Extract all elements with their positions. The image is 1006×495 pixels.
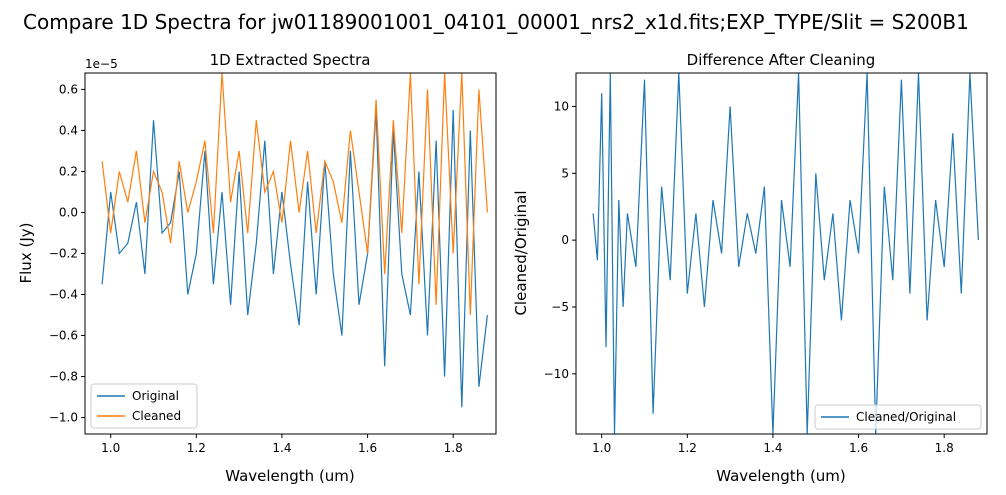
ytick-label-left: 0.0 [59, 205, 78, 219]
legend-label-original: Original [132, 389, 179, 403]
plot-right: 1.0 1.2 1.4 1.6 1.8 −10 −5 0 5 10 Difference Aft… [512, 51, 988, 485]
xtick-label-left: 1.2 [187, 441, 206, 455]
series-line-left-cleaned [101, 72, 488, 316]
chart-title-left: 1D Extracted Spectra [210, 51, 371, 69]
xtick-label-right: 1.2 [678, 441, 697, 455]
ytick-label-left: −0.2 [49, 247, 78, 261]
ytick-label-left: 0.2 [59, 164, 78, 178]
xlabel-left: Wavelength (um) [225, 467, 355, 485]
ytick-label-left: −0.8 [49, 370, 78, 384]
xtick-label-left: 1.8 [444, 441, 463, 455]
ytick-label-left: 0.4 [59, 123, 78, 137]
legend-label-ratio: Cleaned/Original [856, 410, 956, 424]
xtick-label-right: 1.4 [763, 441, 782, 455]
xtick-label-right: 1.0 [592, 441, 611, 455]
plot-left: 1.0 1.2 1.4 1.6 1.8 −1.0 −0.8 −0.6 −0.4 −0.2 0.0 0… [17, 51, 497, 485]
series-line-left-original [101, 109, 488, 408]
ytick-label-right: 10 [554, 99, 569, 113]
xtick-label-left: 1.6 [358, 441, 377, 455]
ytick-label-left: −1.0 [49, 411, 78, 425]
xlabel-right: Wavelength (um) [716, 467, 846, 485]
figure-suptitle: Compare 1D Spectra for jw01189001001_041… [23, 10, 969, 34]
xtick-label-right: 1.6 [849, 441, 868, 455]
legend-left[interactable]: Original Cleaned [90, 383, 198, 429]
xtick-label-right: 1.8 [935, 441, 954, 455]
ytick-label-right: −5 [551, 300, 569, 314]
chart-title-right: Difference After Cleaning [687, 51, 876, 69]
ytick-label-right: −10 [544, 367, 569, 381]
xtick-label-left: 1.0 [101, 441, 120, 455]
ytick-label-right: 5 [561, 166, 569, 180]
xtick-label-left: 1.4 [272, 441, 291, 455]
ytick-label-left: 0.6 [59, 82, 78, 96]
ylabel-left: Flux (Jy) [17, 223, 35, 284]
legend-right[interactable]: Cleaned/Original [814, 404, 982, 430]
axes-frame-right [575, 72, 988, 435]
ytick-label-left: −0.6 [49, 329, 78, 343]
series-line-right-cleaned-original [592, 72, 979, 435]
legend-label-cleaned: Cleaned [132, 409, 181, 423]
ytick-label-right: 0 [561, 233, 569, 247]
offset-text-left: 1e−5 [85, 57, 118, 71]
ylabel-right: Cleaned/Original [512, 190, 530, 315]
ytick-label-left: −0.4 [49, 288, 78, 302]
